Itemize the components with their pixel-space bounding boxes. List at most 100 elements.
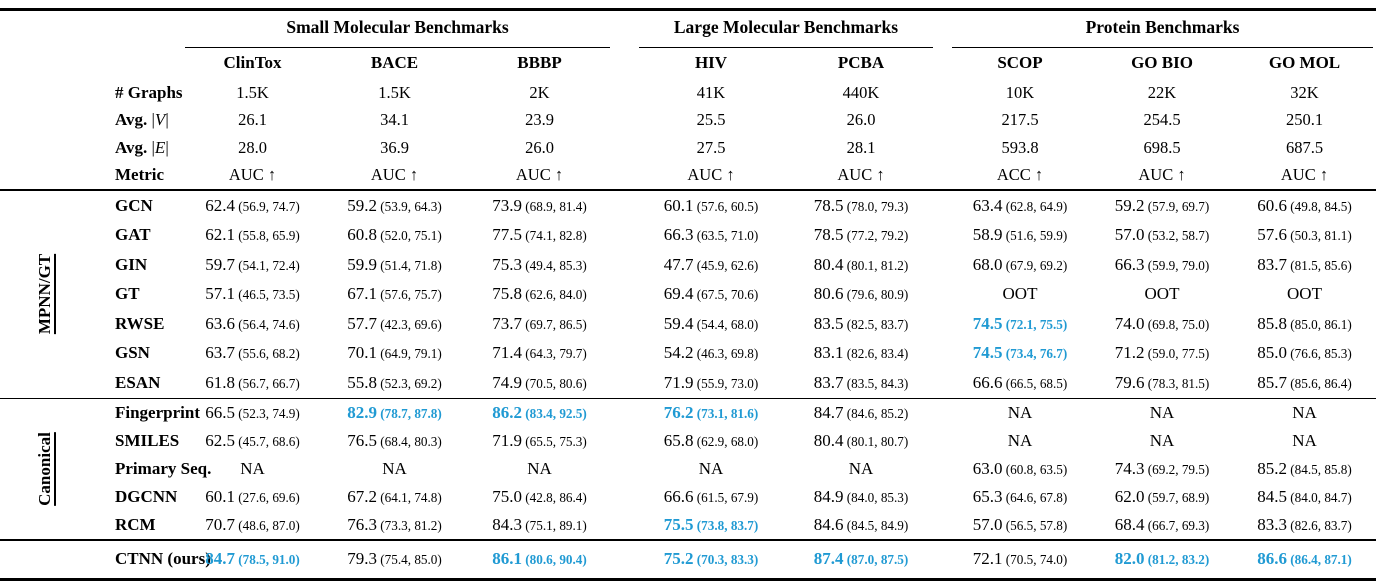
metric-value: NA <box>1149 403 1175 422</box>
metric-value: NA <box>1292 403 1317 422</box>
metric-value: 80.6 <box>813 284 844 304</box>
metric-value: 78.5 <box>813 225 844 245</box>
column-header: BBBP <box>517 53 562 73</box>
value-cell: NA <box>1233 403 1376 423</box>
confidence-interval: (79.6, 80.9) <box>843 287 909 303</box>
value-cell: NA <box>323 459 466 479</box>
metric-value: 84.7 <box>813 403 844 422</box>
group-title-protein: Protein Benchmarks <box>952 11 1373 48</box>
value-cell: 76.5 (68.4, 80.3) <box>323 431 466 451</box>
metric-value: 79.3 <box>347 549 377 569</box>
confidence-interval: (70.5, 74.0) <box>1002 552 1068 568</box>
value-cell: 70.7 (48.6, 87.0) <box>182 515 323 535</box>
confidence-interval: (64.6, 67.8) <box>1002 490 1068 505</box>
confidence-interval: (66.7, 69.3) <box>1144 518 1210 533</box>
confidence-interval: (57.6, 60.5) <box>693 198 759 214</box>
confidence-interval: (54.4, 68.0) <box>693 316 759 332</box>
value-cell: 57.7 (42.3, 69.6) <box>323 314 466 334</box>
confidence-interval: (80.1, 80.7) <box>843 434 909 449</box>
confidence-interval: (56.9, 74.7) <box>234 198 300 214</box>
table-row: GAT 62.1 (55.8, 65.9) 60.8 (52.0, 75.1) 77.… <box>0 221 1376 251</box>
metric-value: 66.6 <box>972 372 1003 392</box>
metric-value: 78.5 <box>813 195 844 215</box>
confidence-interval: (69.7, 86.5) <box>521 316 587 332</box>
metric-value: 65.8 <box>663 431 694 450</box>
metric-value: 60.1 <box>205 487 235 506</box>
confidence-interval: (85.6, 86.4) <box>1286 375 1352 391</box>
row-label: GSN <box>115 343 150 363</box>
meta-value: 254.5 <box>1143 110 1181 130</box>
metric-value: 74.9 <box>492 372 522 392</box>
meta-value: 2K <box>529 82 550 102</box>
confidence-interval: (62.8, 64.9) <box>1002 198 1068 214</box>
confidence-interval: (48.6, 87.0) <box>234 518 300 533</box>
meta-value: 10K <box>1005 82 1035 102</box>
confidence-interval: (73.1, 81.6) <box>693 406 759 421</box>
meta-row: Metric AUC ↑ AUC ↑ AUC ↑ AUC ↑ AUC ↑ ACC ↑ AUC … <box>0 162 1376 190</box>
column-header: SCOP <box>997 53 1043 73</box>
confidence-interval: (73.4, 76.7) <box>1002 346 1068 362</box>
value-cell: 66.3 (59.9, 79.0) <box>1091 255 1233 275</box>
meta-value: 32K <box>1290 82 1319 102</box>
metric-value: 75.3 <box>492 254 522 274</box>
confidence-interval: (74.1, 82.8) <box>521 228 587 244</box>
value-cell: 59.4 (54.4, 68.0) <box>636 314 786 334</box>
confidence-interval: (63.5, 71.0) <box>693 228 759 244</box>
confidence-interval: (85.0, 86.1) <box>1286 316 1352 332</box>
value-cell: 55.8 (52.3, 69.2) <box>323 373 466 393</box>
meta-value: 1.5K <box>378 82 411 102</box>
value-cell: NA <box>1091 431 1233 451</box>
metric-value: 74.5 <box>972 313 1003 333</box>
value-cell: 77.5 (74.1, 82.8) <box>466 225 613 245</box>
section-canonical: Canonical Fingerprint 66.5 (52.3, 74.9) 82.… <box>0 399 1376 539</box>
meta-value: 41K <box>696 82 726 102</box>
confidence-interval: (83.5, 84.3) <box>843 375 909 391</box>
confidence-interval: (53.9, 64.3) <box>376 198 442 214</box>
confidence-interval: (81.2, 83.2) <box>1144 552 1210 568</box>
metric-value: 59.9 <box>347 254 377 274</box>
value-cell: 80.4 (80.1, 80.7) <box>786 431 936 451</box>
confidence-interval: (57.6, 75.7) <box>376 287 442 303</box>
confidence-interval: (62.6, 84.0) <box>521 287 587 303</box>
metric-value: NA <box>1007 431 1033 450</box>
confidence-interval: (78.5, 91.0) <box>234 552 300 568</box>
confidence-interval: (70.5, 80.6) <box>521 375 587 391</box>
value-cell: 61.8 (56.7, 66.7) <box>182 373 323 393</box>
confidence-interval: (46.5, 73.5) <box>234 287 300 303</box>
value-cell: 71.9 (55.9, 73.0) <box>636 373 786 393</box>
metric-value: NA <box>240 459 265 478</box>
value-cell: 65.8 (62.9, 68.0) <box>636 431 786 451</box>
meta-value: 698.5 <box>1143 137 1181 157</box>
confidence-interval: (83.4, 92.5) <box>521 406 587 421</box>
confidence-interval: (45.9, 62.6) <box>693 257 759 273</box>
metric-value: 86.1 <box>492 549 522 569</box>
confidence-interval: (55.6, 68.2) <box>234 346 300 362</box>
value-cell: 84.6 (84.5, 84.9) <box>786 515 936 535</box>
metric-value: OOT <box>1287 284 1322 304</box>
confidence-interval: (67.5, 70.6) <box>693 287 759 303</box>
metric-value: NA <box>1149 431 1175 450</box>
table-top-rule <box>0 8 1376 11</box>
meta-value: 22K <box>1147 82 1177 102</box>
meta-value: ACC ↑ <box>996 165 1044 185</box>
metric-value: 62.0 <box>1114 487 1145 506</box>
value-cell: 71.4 (64.3, 79.7) <box>466 343 613 363</box>
value-cell: 71.2 (59.0, 77.5) <box>1091 343 1233 363</box>
metric-value: 59.4 <box>663 313 694 333</box>
metric-value: 62.1 <box>205 225 235 245</box>
confidence-interval: (84.6, 85.2) <box>843 406 909 421</box>
confidence-interval: (51.6, 59.9) <box>1002 228 1068 244</box>
confidence-interval: (49.8, 84.5) <box>1286 198 1352 214</box>
section-separator-rule <box>0 397 1376 399</box>
metric-value: 57.0 <box>1114 225 1145 245</box>
metric-value: 80.4 <box>813 431 844 450</box>
confidence-interval: (81.5, 85.6) <box>1286 257 1352 273</box>
meta-value: AUC ↑ <box>837 165 885 185</box>
table-row: RWSE 63.6 (56.4, 74.6) 57.7 (42.3, 69.6) 73… <box>0 309 1376 339</box>
column-header-row: ClinTox BACE BBBP HIV PCBA SCOP GO BIO GO MOL <box>0 48 1376 80</box>
value-cell: 76.2 (73.1, 81.6) <box>636 403 786 423</box>
confidence-interval: (76.6, 85.3) <box>1286 346 1352 362</box>
confidence-interval: (84.5, 84.9) <box>843 518 909 533</box>
meta-value: 217.5 <box>1001 110 1039 130</box>
metric-value: 67.1 <box>347 284 377 304</box>
